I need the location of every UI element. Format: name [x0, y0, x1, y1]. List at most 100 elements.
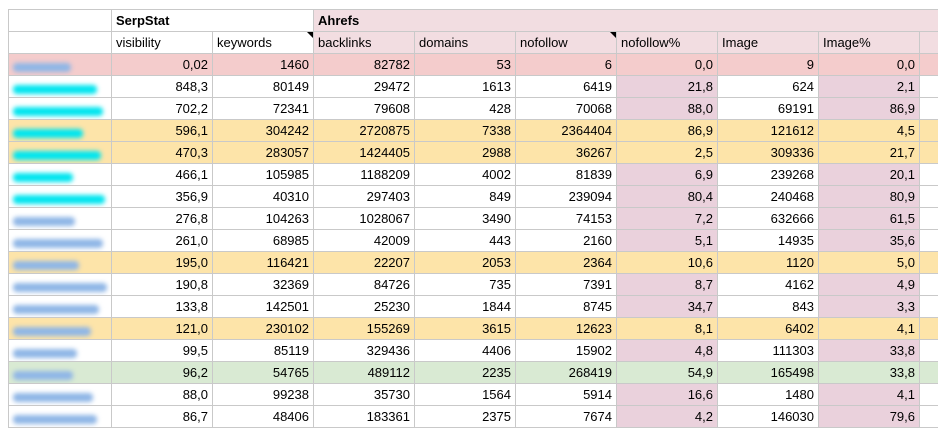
overflow-cell[interactable]: [920, 54, 938, 76]
cell-keywords[interactable]: 142501: [213, 296, 314, 318]
cell-backlinks[interactable]: 1188209: [314, 164, 415, 186]
cell-nofollow[interactable]: 2160: [516, 230, 617, 252]
cell-image-percent[interactable]: 20,1: [819, 164, 920, 186]
cell-backlinks[interactable]: 1028067: [314, 208, 415, 230]
url-cell-redacted[interactable]: [9, 318, 112, 340]
overflow-cell[interactable]: [920, 384, 938, 406]
cell-keywords[interactable]: 40310: [213, 186, 314, 208]
cell-domains[interactable]: 3490: [415, 208, 516, 230]
cell-image[interactable]: 165498: [718, 362, 819, 384]
cell-nofollow-percent[interactable]: 21,8: [617, 76, 718, 98]
overflow-cell[interactable]: [920, 274, 938, 296]
cell-nofollow-percent[interactable]: 34,7: [617, 296, 718, 318]
cell-keywords[interactable]: 72341: [213, 98, 314, 120]
cell-nofollow[interactable]: 7674: [516, 406, 617, 428]
cell-nofollow-percent[interactable]: 88,0: [617, 98, 718, 120]
cell-image[interactable]: 240468: [718, 186, 819, 208]
cell-backlinks[interactable]: 155269: [314, 318, 415, 340]
cell-domains[interactable]: 849: [415, 186, 516, 208]
overflow-cell[interactable]: [920, 252, 938, 274]
cell-image-percent[interactable]: 21,7: [819, 142, 920, 164]
url-cell-redacted[interactable]: [9, 384, 112, 406]
cell-image-percent[interactable]: 79,6: [819, 406, 920, 428]
cell-nofollow-percent[interactable]: 2,5: [617, 142, 718, 164]
url-cell-redacted[interactable]: [9, 98, 112, 120]
cell-keywords[interactable]: 304242: [213, 120, 314, 142]
cell-nofollow-percent[interactable]: 7,2: [617, 208, 718, 230]
cell-nofollow-percent[interactable]: 0,0: [617, 54, 718, 76]
overflow-cell[interactable]: [920, 318, 938, 340]
cell-backlinks[interactable]: 297403: [314, 186, 415, 208]
cell-domains[interactable]: 2053: [415, 252, 516, 274]
cell-backlinks[interactable]: 183361: [314, 406, 415, 428]
cell-backlinks[interactable]: 82782: [314, 54, 415, 76]
cell-backlinks[interactable]: 1424405: [314, 142, 415, 164]
cell-image[interactable]: 69191: [718, 98, 819, 120]
cell-visibility[interactable]: 848,3: [112, 76, 213, 98]
cell-nofollow[interactable]: 2364: [516, 252, 617, 274]
group-serpstat[interactable]: SerpStat: [112, 10, 314, 32]
cell-backlinks[interactable]: 35730: [314, 384, 415, 406]
url-cell-redacted[interactable]: [9, 230, 112, 252]
cell-visibility[interactable]: 190,8: [112, 274, 213, 296]
cell-backlinks[interactable]: 84726: [314, 274, 415, 296]
cell-nofollow-percent[interactable]: 4,2: [617, 406, 718, 428]
url-cell-redacted[interactable]: [9, 208, 112, 230]
cell-visibility[interactable]: 195,0: [112, 252, 213, 274]
cell-visibility[interactable]: 466,1: [112, 164, 213, 186]
cell-nofollow[interactable]: 5914: [516, 384, 617, 406]
overflow-cell[interactable]: [920, 362, 938, 384]
cell-visibility[interactable]: 96,2: [112, 362, 213, 384]
cell-image[interactable]: 1120: [718, 252, 819, 274]
cell-keywords[interactable]: 54765: [213, 362, 314, 384]
cell-nofollow-percent[interactable]: 6,9: [617, 164, 718, 186]
overflow-cell[interactable]: [920, 186, 938, 208]
cell-image[interactable]: 121612: [718, 120, 819, 142]
cell-nofollow[interactable]: 70068: [516, 98, 617, 120]
cell-domains[interactable]: 443: [415, 230, 516, 252]
cell-backlinks[interactable]: 79608: [314, 98, 415, 120]
url-cell-redacted[interactable]: [9, 296, 112, 318]
cell-domains[interactable]: 4406: [415, 340, 516, 362]
cell-nofollow[interactable]: 268419: [516, 362, 617, 384]
cell-visibility[interactable]: 121,0: [112, 318, 213, 340]
cell-image-percent[interactable]: 86,9: [819, 98, 920, 120]
cell-nofollow-percent[interactable]: 8,7: [617, 274, 718, 296]
url-cell-redacted[interactable]: [9, 54, 112, 76]
cell-domains[interactable]: 1564: [415, 384, 516, 406]
overflow-cell[interactable]: [920, 120, 938, 142]
overflow-cell[interactable]: [920, 340, 938, 362]
header-nofollow[interactable]: nofollow: [516, 32, 617, 54]
cell-nofollow-percent[interactable]: 54,9: [617, 362, 718, 384]
cell-image[interactable]: 309336: [718, 142, 819, 164]
cell-nofollow[interactable]: 12623: [516, 318, 617, 340]
cell-nofollow-percent[interactable]: 10,6: [617, 252, 718, 274]
cell-keywords[interactable]: 85119: [213, 340, 314, 362]
header-blank-cell[interactable]: [9, 32, 112, 54]
cell-domains[interactable]: 3615: [415, 318, 516, 340]
overflow-cell[interactable]: [920, 76, 938, 98]
cell-image[interactable]: 1480: [718, 384, 819, 406]
cell-keywords[interactable]: 116421: [213, 252, 314, 274]
cell-image[interactable]: 4162: [718, 274, 819, 296]
group-ahrefs[interactable]: Ahrefs: [314, 10, 938, 32]
cell-nofollow[interactable]: 2364404: [516, 120, 617, 142]
cell-image[interactable]: 843: [718, 296, 819, 318]
url-cell-redacted[interactable]: [9, 406, 112, 428]
cell-backlinks[interactable]: 29472: [314, 76, 415, 98]
cell-image[interactable]: 632666: [718, 208, 819, 230]
overflow-cell[interactable]: [920, 406, 938, 428]
cell-domains[interactable]: 735: [415, 274, 516, 296]
cell-nofollow[interactable]: 81839: [516, 164, 617, 186]
header-overflow-cell[interactable]: [920, 32, 938, 54]
cell-keywords[interactable]: 1460: [213, 54, 314, 76]
overflow-cell[interactable]: [920, 98, 938, 120]
cell-image[interactable]: 624: [718, 76, 819, 98]
cell-image-percent[interactable]: 33,8: [819, 362, 920, 384]
cell-domains[interactable]: 2235: [415, 362, 516, 384]
cell-visibility[interactable]: 261,0: [112, 230, 213, 252]
cell-visibility[interactable]: 86,7: [112, 406, 213, 428]
cell-nofollow[interactable]: 15902: [516, 340, 617, 362]
cell-visibility[interactable]: 356,9: [112, 186, 213, 208]
cell-image-percent[interactable]: 80,9: [819, 186, 920, 208]
